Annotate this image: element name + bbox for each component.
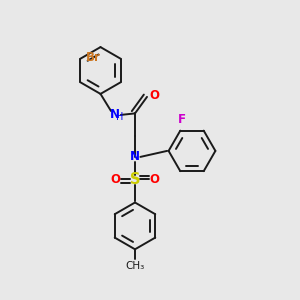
Text: O: O — [110, 173, 121, 186]
Text: F: F — [178, 113, 186, 126]
Text: N: N — [110, 108, 119, 122]
Text: S: S — [130, 172, 140, 187]
Text: CH₃: CH₃ — [125, 261, 145, 271]
Text: H: H — [116, 112, 124, 122]
Text: O: O — [149, 173, 160, 186]
Text: O: O — [149, 89, 159, 103]
Text: Br: Br — [85, 51, 100, 64]
Text: N: N — [130, 150, 140, 164]
